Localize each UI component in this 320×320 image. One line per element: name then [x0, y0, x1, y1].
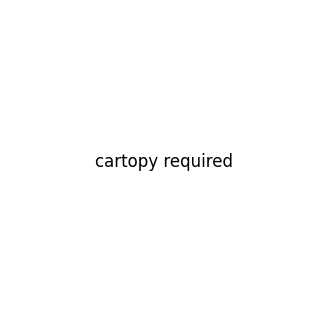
Text: cartopy required: cartopy required: [95, 153, 233, 171]
